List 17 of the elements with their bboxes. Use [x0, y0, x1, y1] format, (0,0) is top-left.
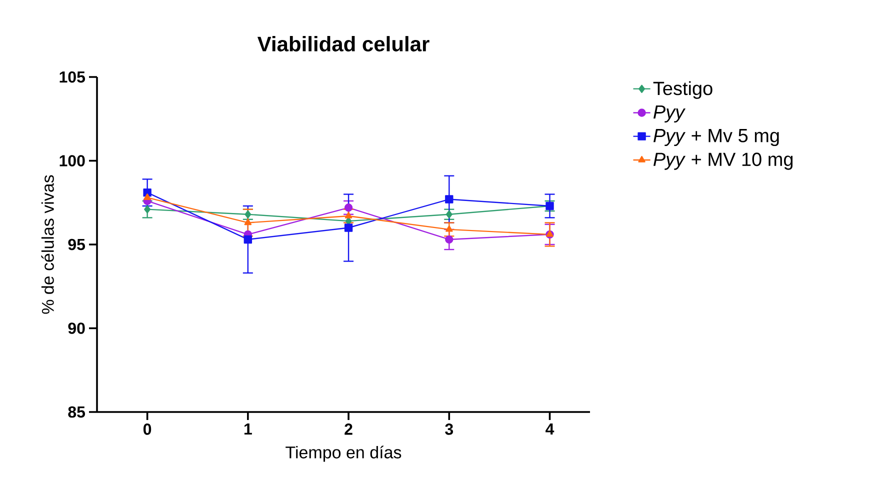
x-tick-label: 4 [546, 424, 554, 435]
legend-label: Pyy [654, 105, 686, 122]
y-tick-label: 100 [60, 155, 85, 166]
x-tick-label: 3 [445, 424, 454, 435]
legend-label: Pyy + MV 10 mg [654, 152, 793, 170]
x-tick-label: 1 [244, 424, 252, 435]
y-tick-label: 105 [60, 71, 86, 83]
y-tick-label: 95 [68, 238, 86, 250]
legend-label: Pyy + Mv 5 mg [654, 129, 779, 146]
y-tick-label: 85 [68, 406, 86, 418]
y-axis-title: % de células vivas [41, 175, 54, 314]
legend-label: Testigo [653, 81, 712, 99]
y-tick-label: 90 [68, 322, 85, 334]
chart-title: Viabilidad celular [257, 36, 430, 52]
x-tick-label: 2 [344, 424, 352, 435]
x-axis-title: Tiempo en días [286, 446, 402, 462]
x-tick-label: 0 [143, 424, 152, 435]
